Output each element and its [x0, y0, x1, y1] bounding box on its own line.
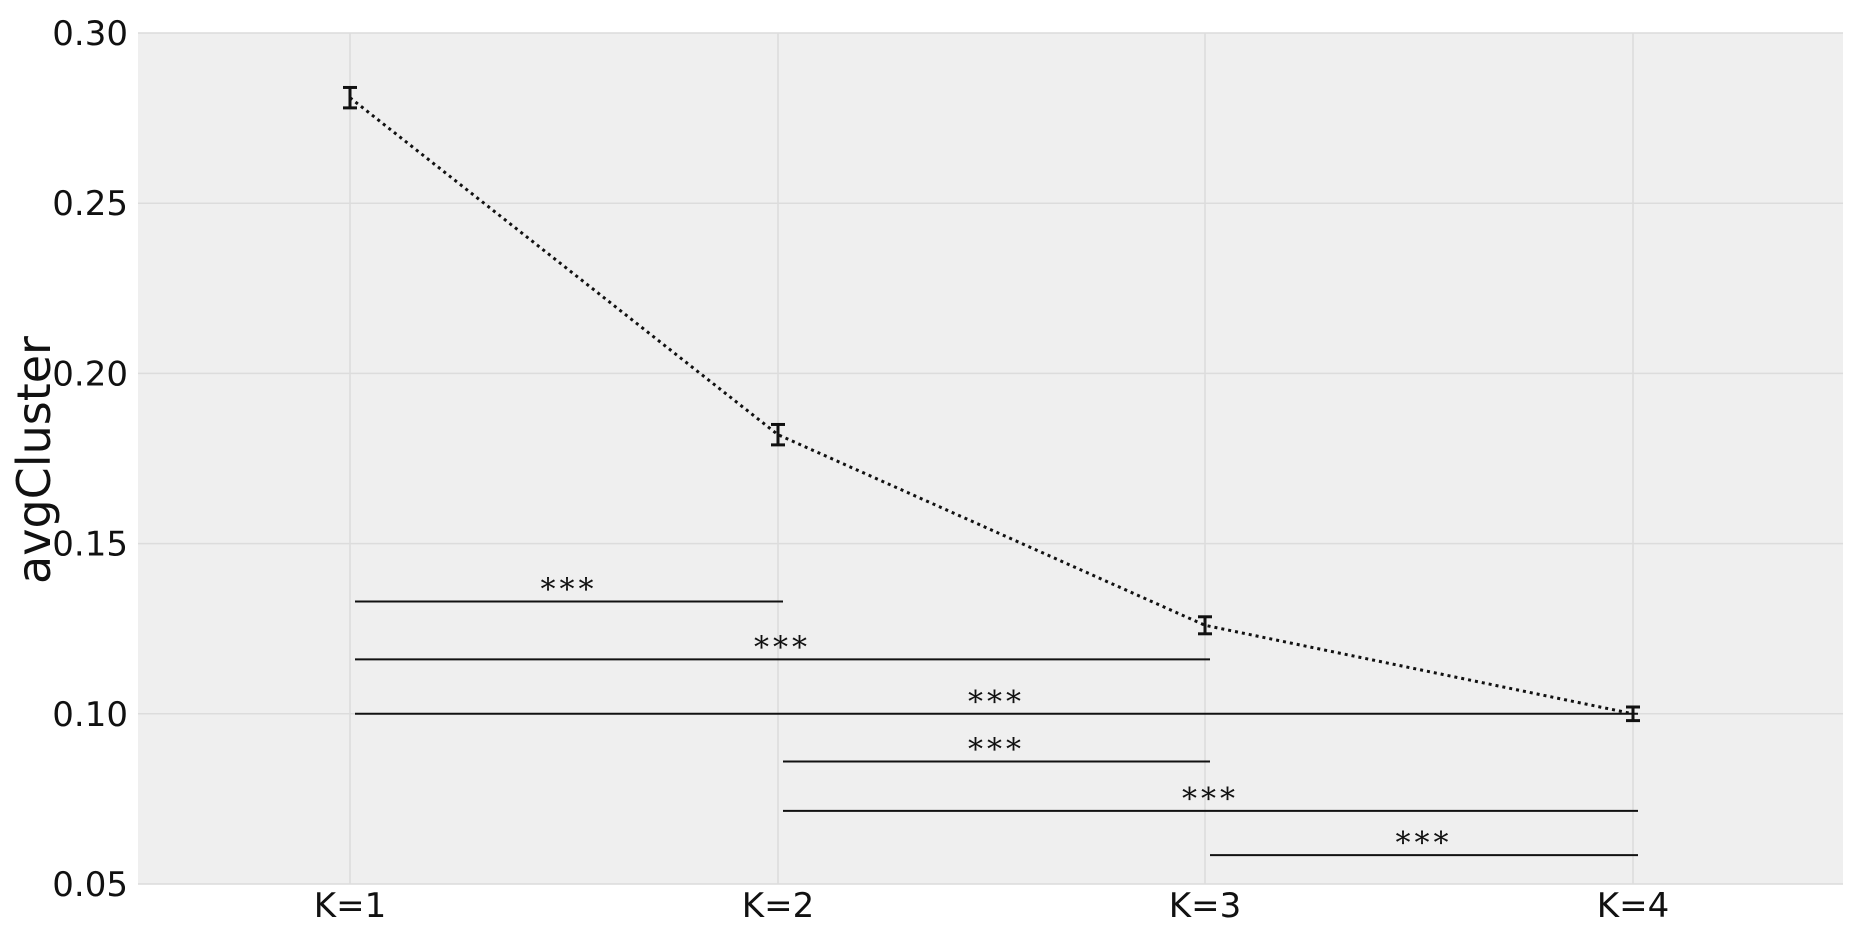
- error-bar: [771, 422, 785, 447]
- series-line: [349, 96, 1634, 716]
- x-tick-labels: K=1 K=2 K=3 K=4: [314, 886, 1669, 926]
- significance-label: ***: [968, 732, 1025, 767]
- x-tick-label: K=4: [1597, 886, 1669, 926]
- x-tick-label: K=1: [314, 886, 386, 926]
- x-tick-label: K=3: [1169, 886, 1241, 926]
- y-tick-label: 0.30: [52, 14, 128, 54]
- significance-label: ***: [754, 630, 811, 665]
- plot-area: [138, 33, 1843, 884]
- error-bar: [1198, 615, 1212, 636]
- significance-label: ***: [541, 572, 598, 607]
- error-bar: [343, 85, 357, 110]
- significance-bars: *** *** *** *** *** ***: [355, 572, 1638, 861]
- y-tick-label: 0.25: [52, 184, 128, 224]
- series: [349, 96, 1634, 716]
- significance-label: ***: [1396, 826, 1453, 861]
- y-tick-label: 0.20: [52, 354, 128, 394]
- y-tick-label: 0.15: [52, 525, 128, 565]
- x-tick-label: K=2: [742, 886, 814, 926]
- y-tick-label: 0.10: [52, 695, 128, 735]
- significance-label: ***: [1182, 782, 1239, 817]
- y-axis-label: avgCluster: [7, 336, 61, 584]
- significance-label: ***: [968, 685, 1025, 720]
- y-tick-label: 0.05: [52, 865, 128, 905]
- y-tick-labels: 0.05 0.10 0.15 0.20 0.25 0.30: [52, 14, 128, 905]
